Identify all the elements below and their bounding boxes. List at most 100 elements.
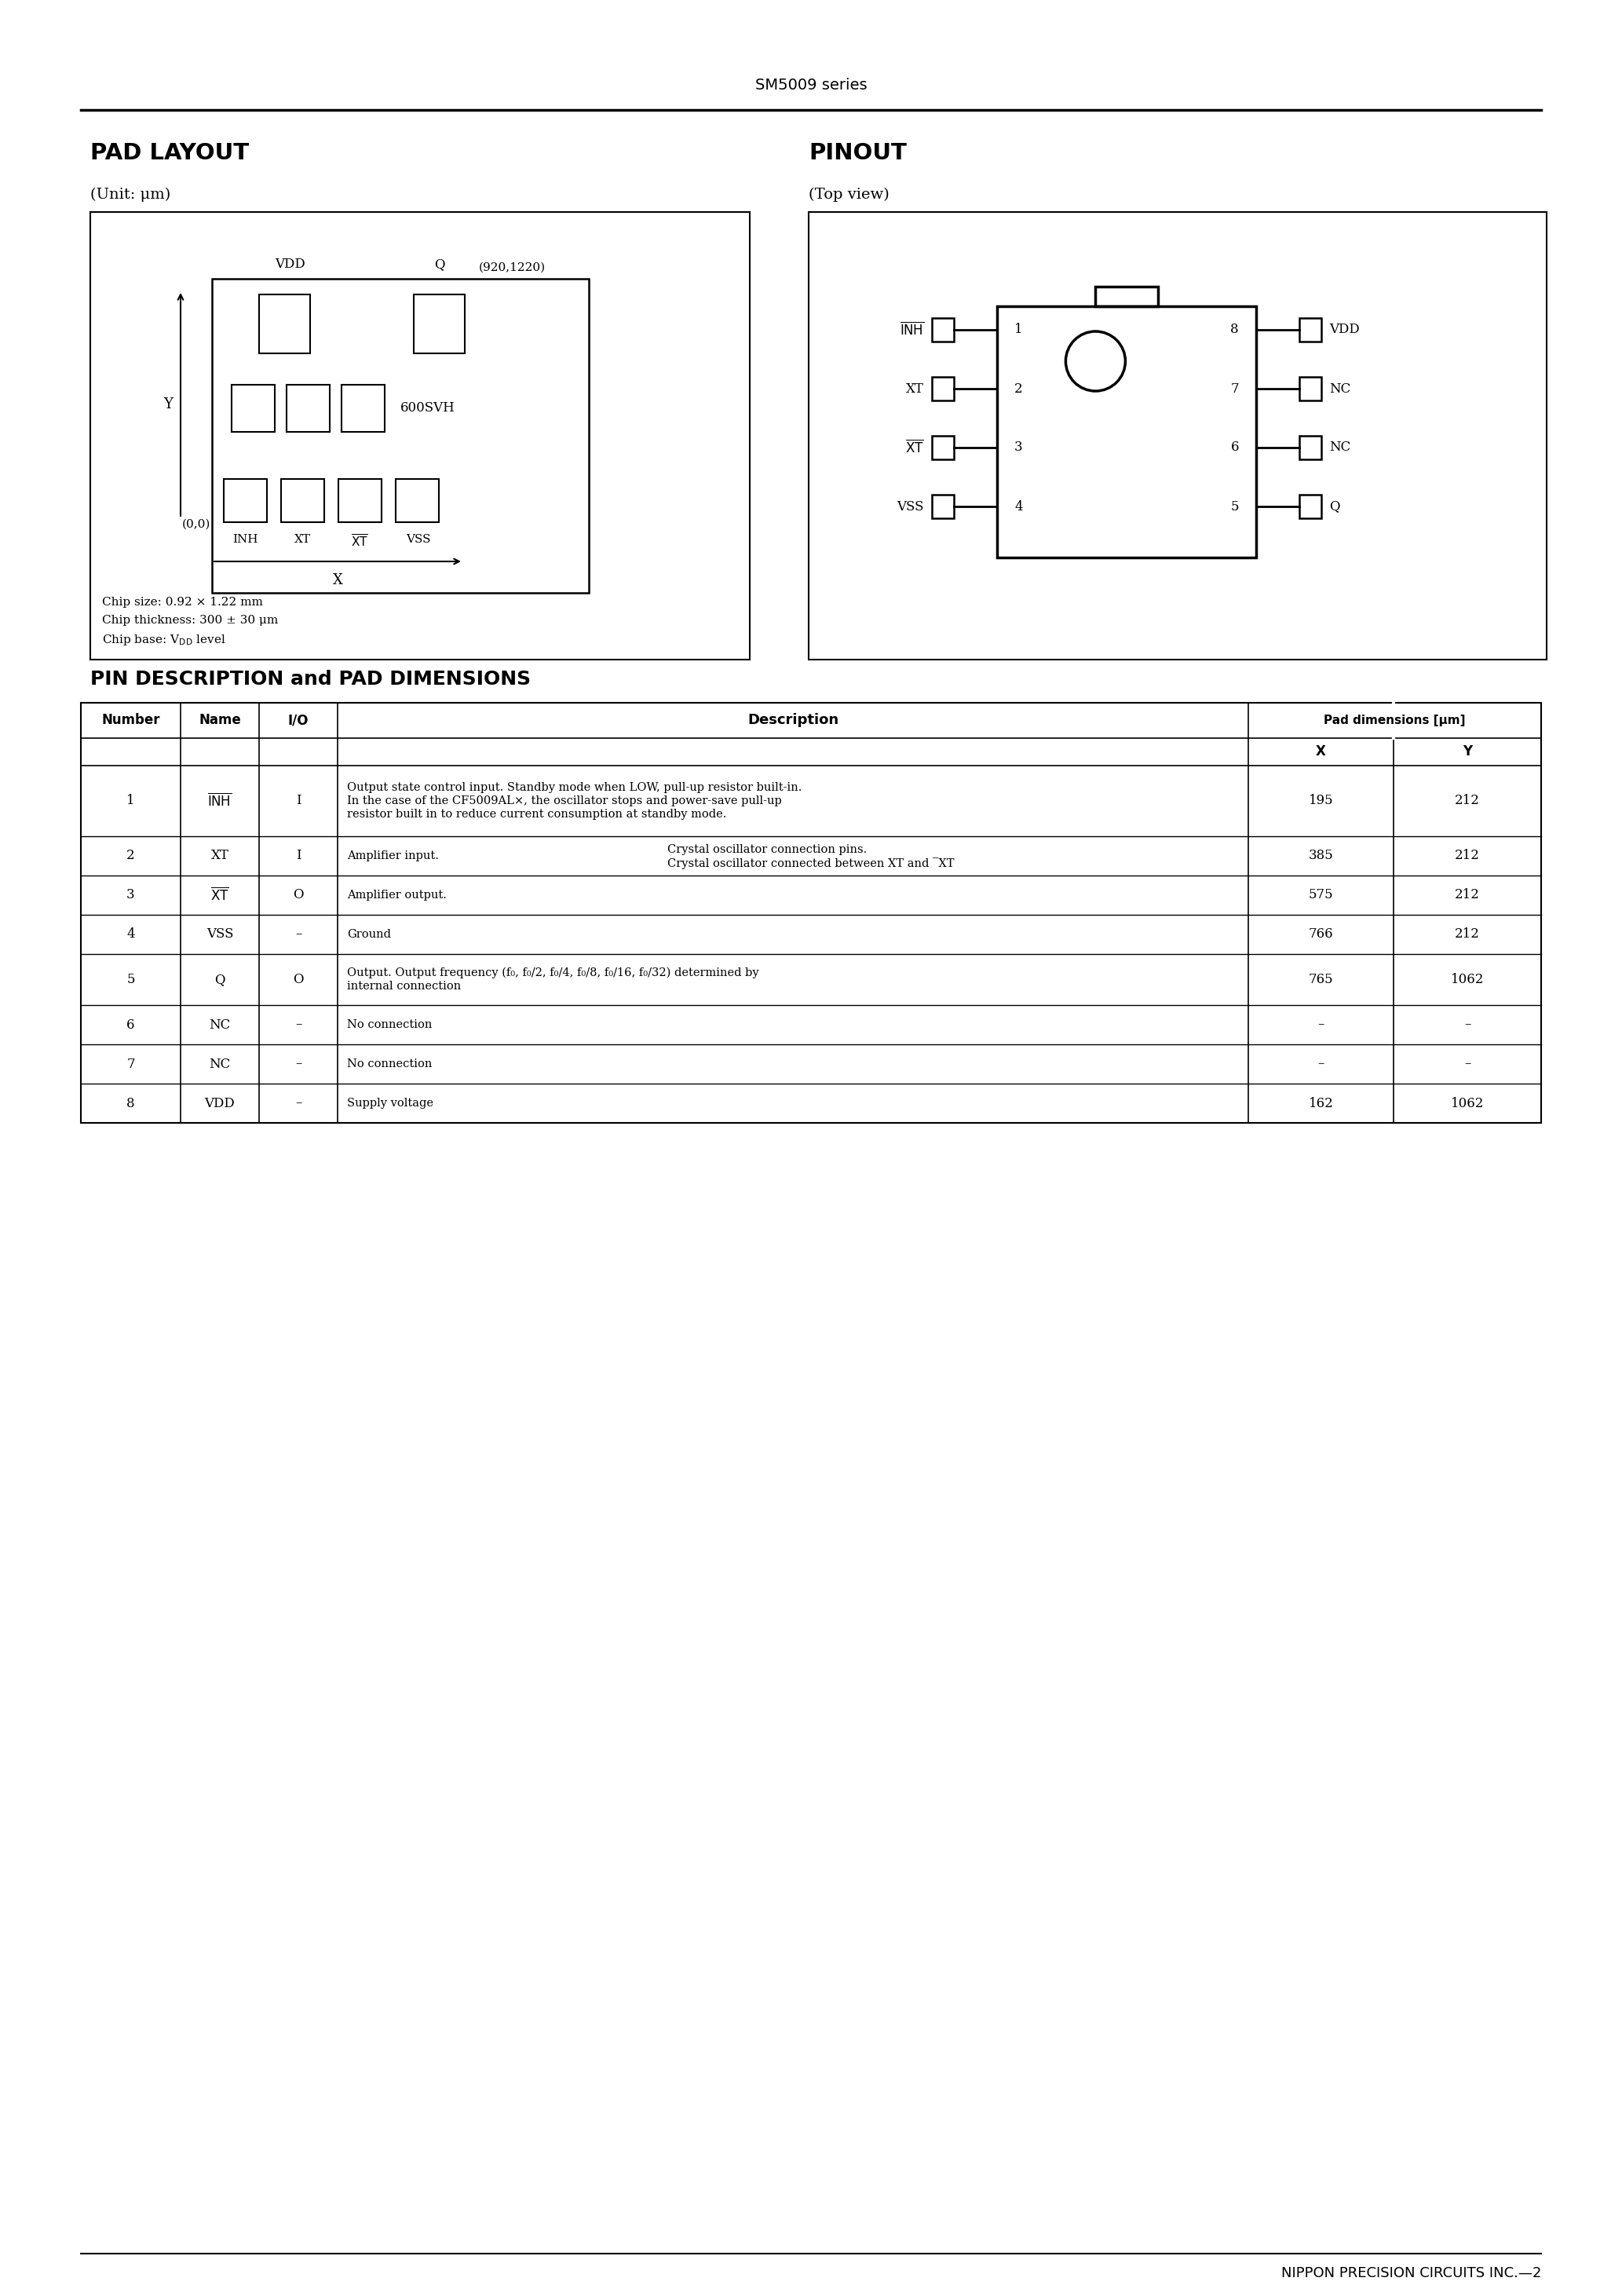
Text: (0,0): (0,0): [182, 519, 211, 530]
Text: 600SVH: 600SVH: [401, 402, 456, 416]
Text: 5: 5: [1231, 501, 1239, 512]
Bar: [933, 377, 954, 400]
Text: 4: 4: [1014, 501, 1023, 512]
Text: 2: 2: [1014, 381, 1023, 395]
Text: PIN DESCRIPTION and PAD DIMENSIONS: PIN DESCRIPTION and PAD DIMENSIONS: [91, 670, 530, 689]
Bar: [809, 211, 1547, 659]
Text: Output state control input. Standby mode when LOW, pull-up resistor built-in.: Output state control input. Standby mode…: [347, 783, 801, 792]
Text: No connection: No connection: [347, 1058, 431, 1070]
Text: (920,1220): (920,1220): [478, 262, 545, 273]
Bar: [1299, 436, 1322, 459]
Text: Number: Number: [102, 714, 161, 728]
Text: X: X: [333, 574, 342, 588]
Text: –: –: [1465, 1056, 1471, 1070]
Text: 212: 212: [1455, 928, 1479, 941]
Bar: [232, 386, 274, 432]
Bar: [339, 480, 381, 521]
Text: 212: 212: [1455, 794, 1479, 808]
Text: Name: Name: [200, 714, 242, 728]
Text: 7: 7: [1231, 381, 1239, 395]
Text: resistor built in to reduce current consumption at standby mode.: resistor built in to reduce current cons…: [347, 808, 727, 820]
Text: NC: NC: [1328, 381, 1351, 395]
Text: VDD: VDD: [204, 1097, 235, 1109]
Text: Y: Y: [164, 397, 172, 411]
Text: 3: 3: [127, 889, 135, 902]
Text: $\overline{\mathrm{XT}}$: $\overline{\mathrm{XT}}$: [211, 886, 229, 902]
Text: 212: 212: [1455, 850, 1479, 863]
Text: XT: XT: [907, 381, 925, 395]
Text: $\overline{\mathrm{INH}}$: $\overline{\mathrm{INH}}$: [900, 321, 925, 338]
Text: 162: 162: [1309, 1097, 1333, 1109]
Text: O: O: [294, 974, 303, 987]
Text: Q: Q: [435, 257, 444, 271]
Text: X: X: [1315, 744, 1325, 760]
Bar: [1299, 494, 1322, 519]
Bar: [287, 386, 329, 432]
Text: 4: 4: [127, 928, 135, 941]
Text: I: I: [295, 794, 302, 808]
Text: 3: 3: [1014, 441, 1023, 455]
Text: Y: Y: [1463, 744, 1473, 760]
Text: 385: 385: [1309, 850, 1333, 863]
Bar: [396, 480, 440, 521]
Text: Pad dimensions [μm]: Pad dimensions [μm]: [1324, 714, 1466, 726]
Text: –: –: [295, 928, 302, 941]
Text: Q: Q: [214, 974, 225, 987]
Text: Chip base: V$_\mathrm{DD}$ level: Chip base: V$_\mathrm{DD}$ level: [102, 634, 225, 647]
Text: 1062: 1062: [1450, 974, 1484, 987]
Text: internal connection: internal connection: [347, 980, 461, 992]
Text: VDD: VDD: [276, 257, 305, 271]
Text: SM5009 series: SM5009 series: [754, 78, 868, 92]
Bar: [342, 386, 384, 432]
Text: XT: XT: [294, 535, 310, 544]
Text: Supply voltage: Supply voltage: [347, 1097, 433, 1109]
Text: Amplifier input.: Amplifier input.: [347, 850, 440, 861]
Text: 6: 6: [127, 1017, 135, 1031]
Text: 8: 8: [1231, 324, 1239, 338]
Text: 195: 195: [1309, 794, 1333, 808]
Text: No connection: No connection: [347, 1019, 431, 1031]
Text: Amplifier output.: Amplifier output.: [347, 889, 446, 900]
Text: VDD: VDD: [1328, 324, 1359, 338]
Text: (Unit: μm): (Unit: μm): [91, 188, 170, 202]
Bar: [414, 294, 466, 354]
Text: 575: 575: [1309, 889, 1333, 902]
Text: Chip size: 0.92 × 1.22 mm: Chip size: 0.92 × 1.22 mm: [102, 597, 263, 608]
Text: Ground: Ground: [347, 930, 391, 939]
Text: PAD LAYOUT: PAD LAYOUT: [91, 142, 248, 163]
Text: In the case of the CF5009AL×, the oscillator stops and power-save pull-up: In the case of the CF5009AL×, the oscill…: [347, 794, 782, 806]
Text: –: –: [295, 1017, 302, 1031]
Text: Crystal oscillator connected between XT and ‾XT: Crystal oscillator connected between XT …: [667, 859, 954, 870]
Bar: [933, 436, 954, 459]
Text: XT: XT: [211, 850, 229, 863]
Text: 2: 2: [127, 850, 135, 863]
Text: VSS: VSS: [206, 928, 234, 941]
Text: 766: 766: [1309, 928, 1333, 941]
Text: –: –: [1465, 1017, 1471, 1031]
Text: Crystal oscillator connection pins.: Crystal oscillator connection pins.: [667, 845, 866, 854]
Text: NIPPON PRECISION CIRCUITS INC.—2: NIPPON PRECISION CIRCUITS INC.—2: [1281, 2266, 1541, 2280]
Text: –: –: [1317, 1056, 1324, 1070]
Text: INH: INH: [232, 535, 258, 544]
Text: NC: NC: [209, 1056, 230, 1070]
Text: I/O: I/O: [289, 714, 308, 728]
Text: 1: 1: [1014, 324, 1023, 338]
Bar: [81, 703, 1541, 1123]
Bar: [933, 319, 954, 342]
Text: 7: 7: [127, 1056, 135, 1070]
Text: 8: 8: [127, 1097, 135, 1109]
Text: 212: 212: [1455, 889, 1479, 902]
Text: $\overline{\mathrm{XT}}$: $\overline{\mathrm{XT}}$: [350, 535, 368, 549]
Bar: [281, 480, 324, 521]
Bar: [998, 305, 1255, 558]
Bar: [212, 278, 589, 592]
Text: 765: 765: [1309, 974, 1333, 987]
Bar: [1095, 287, 1158, 305]
Text: –: –: [1317, 1017, 1324, 1031]
Text: 1: 1: [127, 794, 135, 808]
Text: VSS: VSS: [406, 535, 431, 544]
Text: NC: NC: [209, 1017, 230, 1031]
Text: –: –: [295, 1097, 302, 1109]
Text: O: O: [294, 889, 303, 902]
Text: Chip thickness: 300 ± 30 μm: Chip thickness: 300 ± 30 μm: [102, 615, 277, 627]
